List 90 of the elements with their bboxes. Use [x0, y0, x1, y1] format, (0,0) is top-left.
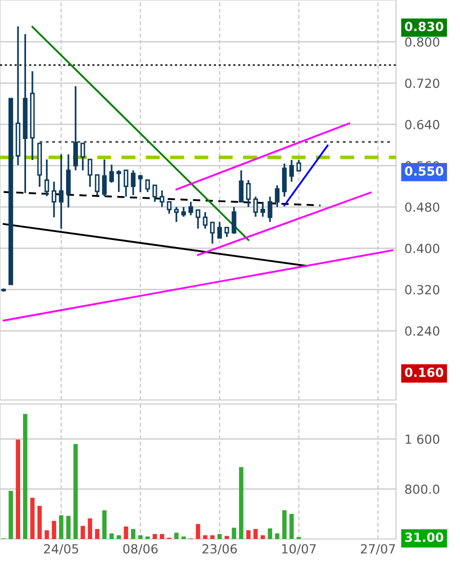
bar: [160, 534, 164, 539]
bar: [138, 535, 143, 539]
bar: [260, 535, 265, 539]
bar: [66, 516, 71, 539]
candlestick: [181, 206, 186, 218]
candlestick: [124, 169, 128, 198]
bar: [16, 440, 20, 539]
bar: [88, 518, 92, 539]
bar: [95, 529, 100, 539]
bar: [73, 444, 78, 539]
bar: [196, 524, 200, 539]
candlestick: [196, 209, 200, 230]
candlestick: [289, 159, 294, 183]
candlestick: [274, 184, 280, 208]
bar: [253, 529, 258, 539]
y-tick-label: 0.320: [405, 285, 440, 294]
bar: [30, 498, 35, 539]
candlestick: [73, 85, 78, 172]
bar: [52, 520, 56, 539]
candlestick: [188, 200, 194, 216]
candlestick: [58, 153, 64, 230]
candlestick: [66, 153, 71, 208]
y-tick-label: 31.00: [405, 532, 444, 542]
candlestick: [253, 196, 258, 218]
bar: [217, 534, 222, 539]
candlestick: [138, 174, 143, 193]
x-tick-label: 24/05: [44, 544, 78, 555]
candlestick: [44, 158, 50, 197]
candlestick: [282, 162, 287, 198]
candlestick: [224, 226, 230, 238]
bar: [239, 467, 244, 539]
candlestick: [174, 206, 179, 223]
y-tick-label: 0.400: [405, 244, 440, 254]
bar: [152, 534, 157, 539]
bar: [8, 490, 13, 539]
bar: [131, 529, 136, 539]
candlestick: [260, 200, 266, 218]
y-tick-label: 800.0: [405, 484, 440, 494]
candlestick: [80, 142, 86, 172]
candlestick: [88, 158, 92, 188]
bar: [224, 536, 229, 539]
candlestick: [238, 169, 244, 203]
candlestick: [202, 211, 208, 230]
y-tick-label: 0.240: [405, 326, 440, 336]
y-tick-label: 1 600: [406, 434, 440, 444]
bar: [37, 506, 42, 539]
y-tick-label: 0.720: [405, 78, 440, 88]
candlestick: [296, 159, 302, 172]
candlestick: [166, 200, 172, 215]
bar: [275, 533, 280, 539]
bar: [246, 530, 251, 539]
y-tick-label: 0.830: [404, 22, 444, 32]
bar: [109, 533, 114, 539]
candlestick: [217, 221, 222, 240]
x-tick-label: 23/06: [202, 544, 237, 555]
y-tick-label: 0.640: [405, 120, 440, 130]
x-tick-label: 27/07: [360, 544, 395, 555]
candlestick: [268, 196, 272, 223]
candlestick: [152, 184, 158, 203]
candlestick: [145, 179, 150, 193]
y-tick-label: 0.160: [404, 368, 444, 378]
bar: [203, 535, 208, 539]
bar: [23, 414, 28, 539]
candlestick: [160, 190, 164, 208]
candlestick: [246, 179, 251, 208]
bar: [44, 530, 49, 539]
candlestick: [116, 169, 122, 193]
bar: [59, 515, 64, 539]
bar: [102, 510, 107, 539]
bar: [116, 535, 121, 539]
x-tick-label: 10/07: [282, 544, 316, 555]
x-tick-label: 08/06: [123, 544, 158, 555]
bar: [174, 532, 179, 539]
candlestick: [109, 164, 114, 184]
bar: [268, 528, 272, 539]
candlestick: [94, 174, 100, 196]
y-tick-label: 0.480: [405, 202, 440, 212]
bar: [210, 535, 215, 539]
y-tick-label: 0.550: [404, 166, 444, 176]
candlestick: [52, 180, 56, 218]
bar: [124, 526, 128, 539]
bar: [80, 526, 85, 539]
candlestick: [232, 206, 236, 235]
y-tick-label: 0.800: [405, 37, 440, 47]
candlestick: [130, 169, 136, 196]
candlestick: [102, 158, 107, 197]
bar: [289, 514, 294, 539]
bar: [232, 528, 236, 539]
candlestick: [210, 221, 215, 244]
bar: [282, 510, 287, 539]
